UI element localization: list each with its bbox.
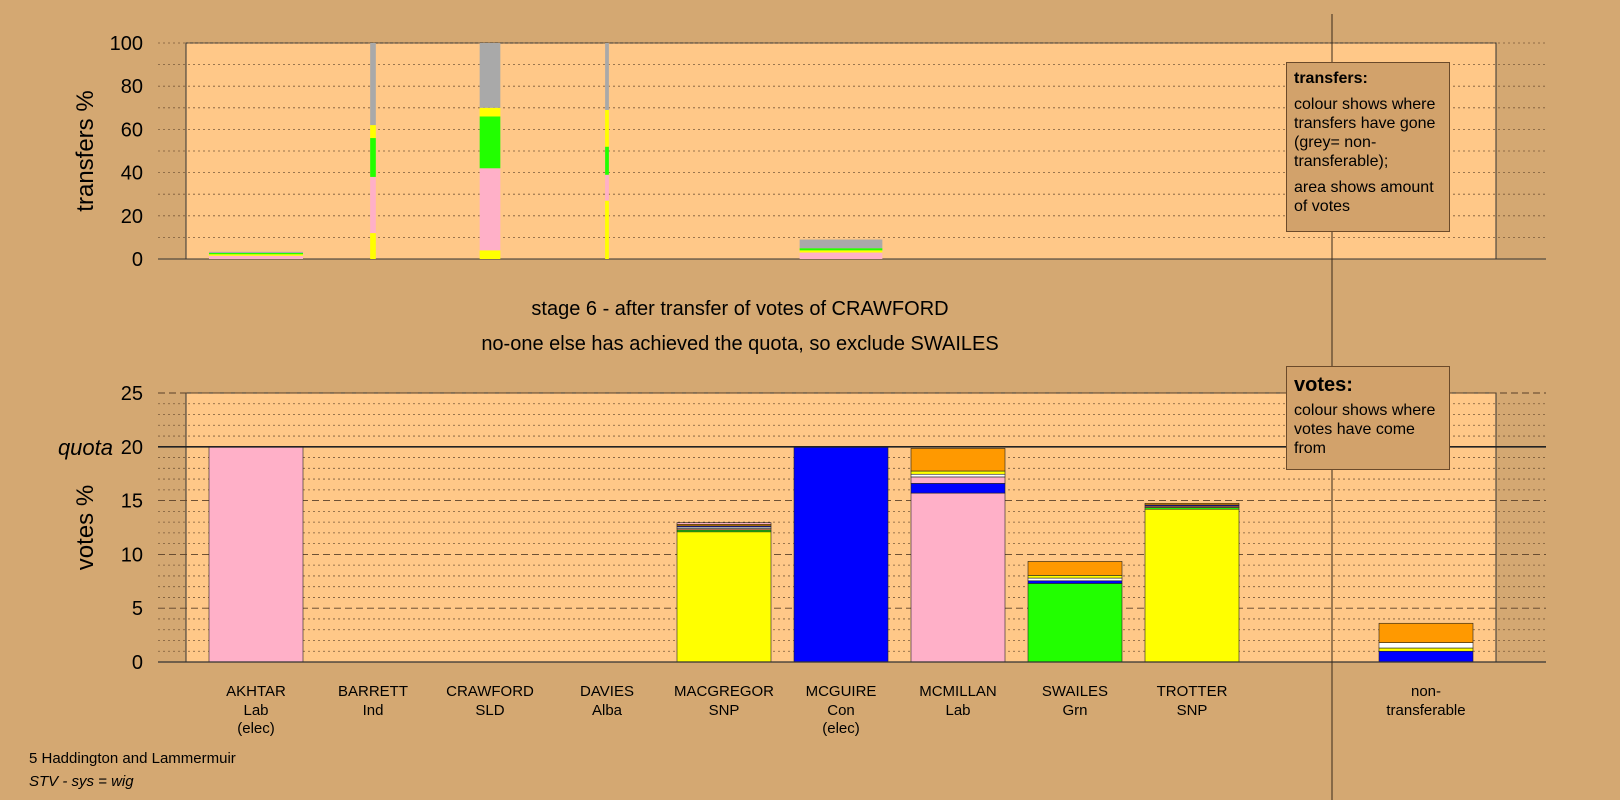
candidate-name-label: AKHTAR xyxy=(226,683,286,700)
vote-segment xyxy=(910,473,1006,478)
vote-segment xyxy=(910,470,1006,475)
footer-system: STV - sys = wig xyxy=(29,773,134,790)
votes-legend: votes: colour shows where votes have com… xyxy=(1286,366,1450,470)
vote-segment xyxy=(1378,642,1474,649)
transfer-segment xyxy=(370,125,376,139)
transfer-segment xyxy=(209,254,303,256)
transfer-segment xyxy=(209,255,303,259)
transfer-segment xyxy=(370,176,376,234)
transfer-segment xyxy=(370,138,376,177)
candidate-name-label: TROTTER xyxy=(1157,683,1228,700)
vote-segment xyxy=(910,492,1006,663)
votes-y-tick-label: 20 xyxy=(121,437,143,459)
candidate-party-label: Grn xyxy=(1062,702,1087,719)
vote-segment xyxy=(1144,508,1240,663)
vote-segment xyxy=(793,446,889,663)
candidate-note-label: (elec) xyxy=(237,720,275,737)
transfers-y-tick-label: 0 xyxy=(132,249,143,271)
nontransferable-label: transferable xyxy=(1386,702,1465,719)
transfer-segment xyxy=(799,248,883,251)
candidate-party-label: Con xyxy=(827,702,855,719)
transfer-segment xyxy=(479,168,501,251)
candidate-name-label: CRAWFORD xyxy=(446,683,534,700)
vote-segment xyxy=(910,448,1006,472)
transfer-segment xyxy=(479,250,501,259)
transfers-y-axis-label: transfers % xyxy=(72,90,99,211)
candidate-party-label: Lab xyxy=(945,702,970,719)
footer-constituency: 5 Haddington and Lammermuir xyxy=(29,750,236,767)
candidate-name-label: BARRETT xyxy=(338,683,408,700)
transfer-segment xyxy=(799,239,883,249)
transfers-y-tick-label: 60 xyxy=(121,119,143,141)
transfer-segment xyxy=(479,107,501,117)
votes-y-tick-label: 10 xyxy=(121,544,143,566)
transfer-segment xyxy=(605,200,609,259)
transfer-segment xyxy=(479,116,501,169)
vote-segment xyxy=(1027,561,1123,576)
transfers-y-tick-label: 20 xyxy=(121,206,143,228)
transfers-legend: transfers: colour shows where transfers … xyxy=(1286,62,1450,232)
vote-segment xyxy=(1144,502,1240,506)
vote-segment xyxy=(208,446,304,663)
vote-segment xyxy=(910,483,1006,494)
nontransferable-label: non- xyxy=(1411,683,1441,700)
candidate-party-label: SNP xyxy=(709,702,740,719)
votes-legend-title: votes: xyxy=(1294,374,1353,396)
vote-segment xyxy=(1378,650,1474,663)
transfer-segment xyxy=(799,250,883,253)
transfer-segment xyxy=(370,43,376,126)
candidate-name-label: SWAILES xyxy=(1042,683,1108,700)
quota-label: quota xyxy=(58,435,113,460)
votes-y-tick-label: 5 xyxy=(132,598,143,620)
candidate-name-label: MACGREGOR xyxy=(674,683,774,700)
transfers-legend-title: transfers: xyxy=(1294,70,1368,87)
vote-segment xyxy=(1027,575,1123,579)
candidate-name-label: MCMILLAN xyxy=(919,683,997,700)
candidate-name-label: DAVIES xyxy=(580,683,634,700)
votes-legend-text1: colour shows where votes have come from xyxy=(1294,402,1436,457)
stage-subtitle: no-one else has achieved the quota, so e… xyxy=(481,333,999,355)
candidate-name-label: MCGUIRE xyxy=(806,683,877,700)
vote-segment xyxy=(676,531,772,663)
stage-title: stage 6 - after transfer of votes of CRA… xyxy=(531,298,949,320)
candidate-note-label: (elec) xyxy=(822,720,860,737)
transfer-segment xyxy=(799,252,883,259)
transfers-y-tick-label: 100 xyxy=(110,33,143,55)
transfers-legend-text2: area shows amount of votes xyxy=(1294,179,1434,215)
votes-y-axis-label: votes % xyxy=(72,485,99,570)
vote-segment xyxy=(910,476,1006,484)
transfer-segment xyxy=(370,233,376,259)
candidate-party-label: SNP xyxy=(1177,702,1208,719)
votes-y-tick-label: 0 xyxy=(132,652,143,674)
transfer-segment xyxy=(209,251,303,253)
candidate-party-label: Ind xyxy=(363,702,384,719)
transfers-legend-text1: colour shows where transfers have gone (… xyxy=(1294,96,1436,170)
votes-y-tick-label: 15 xyxy=(121,491,143,513)
transfer-segment xyxy=(605,174,609,201)
candidate-party-label: Lab xyxy=(243,702,268,719)
vote-segment xyxy=(676,522,772,525)
transfer-segment xyxy=(479,43,501,108)
candidate-party-label: Alba xyxy=(592,702,623,719)
candidate-party-label: SLD xyxy=(475,702,504,719)
vote-segment xyxy=(1027,580,1123,584)
transfer-segment xyxy=(209,252,303,255)
vote-segment xyxy=(1378,647,1474,652)
transfer-segment xyxy=(605,109,609,147)
transfers-y-tick-label: 40 xyxy=(121,163,143,185)
vote-segment xyxy=(1378,622,1474,643)
transfers-y-tick-label: 80 xyxy=(121,76,143,98)
votes-y-tick-label: 25 xyxy=(121,383,143,405)
transfer-segment xyxy=(605,43,609,110)
vote-segment xyxy=(1027,583,1123,663)
transfer-segment xyxy=(605,146,609,175)
vote-segment xyxy=(1027,577,1123,582)
